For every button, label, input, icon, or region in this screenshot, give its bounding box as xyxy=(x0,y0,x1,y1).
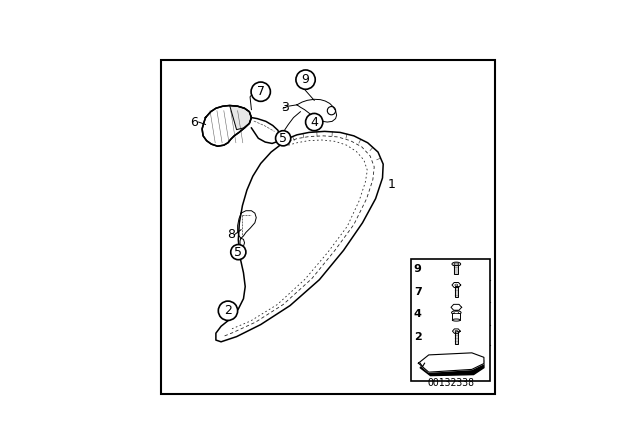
Ellipse shape xyxy=(452,311,461,314)
Text: 9: 9 xyxy=(301,73,310,86)
Bar xyxy=(454,285,458,297)
Text: 7: 7 xyxy=(257,85,265,98)
Polygon shape xyxy=(252,117,280,143)
Text: 3: 3 xyxy=(281,101,289,114)
Bar xyxy=(412,259,490,381)
Bar xyxy=(454,264,458,274)
Circle shape xyxy=(218,301,237,320)
Polygon shape xyxy=(297,99,337,122)
Text: 9: 9 xyxy=(413,264,422,274)
Polygon shape xyxy=(420,358,484,375)
Polygon shape xyxy=(452,329,460,333)
Text: 7: 7 xyxy=(414,287,422,297)
Circle shape xyxy=(231,245,246,260)
Circle shape xyxy=(276,131,291,146)
Polygon shape xyxy=(240,238,244,248)
Bar xyxy=(452,313,460,320)
Ellipse shape xyxy=(455,284,458,286)
Ellipse shape xyxy=(452,262,461,266)
Circle shape xyxy=(327,107,335,115)
Bar xyxy=(455,332,458,345)
Polygon shape xyxy=(451,304,461,310)
Text: 4: 4 xyxy=(310,116,318,129)
Polygon shape xyxy=(202,106,252,146)
Ellipse shape xyxy=(454,312,459,314)
Text: 5: 5 xyxy=(234,246,243,258)
Circle shape xyxy=(251,82,270,101)
Text: OO132338: OO132338 xyxy=(428,378,474,388)
Text: 8: 8 xyxy=(227,228,235,241)
Ellipse shape xyxy=(454,263,459,265)
Text: 1: 1 xyxy=(388,178,396,191)
Polygon shape xyxy=(419,353,484,372)
Polygon shape xyxy=(230,106,252,129)
Text: 5: 5 xyxy=(279,132,287,145)
Circle shape xyxy=(305,113,323,131)
Text: 6: 6 xyxy=(190,116,198,129)
Polygon shape xyxy=(237,211,256,238)
Text: 2: 2 xyxy=(224,304,232,317)
Text: 2: 2 xyxy=(414,332,422,342)
Circle shape xyxy=(296,70,316,89)
Text: 4: 4 xyxy=(413,309,422,319)
Ellipse shape xyxy=(455,330,458,332)
Polygon shape xyxy=(452,283,461,288)
Ellipse shape xyxy=(452,319,460,321)
